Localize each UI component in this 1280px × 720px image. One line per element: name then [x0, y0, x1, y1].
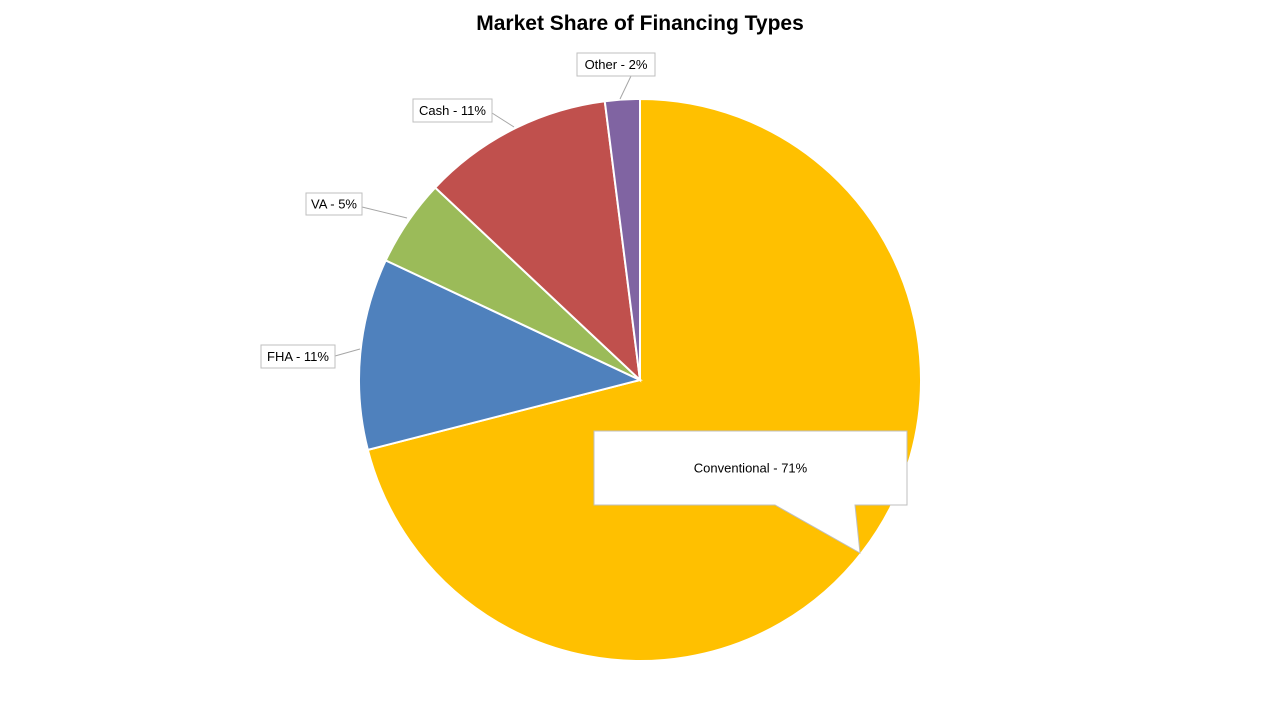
data-label-conventional: Conventional - 71% — [593, 430, 908, 554]
pie-slice-conventional — [366, 97, 922, 662]
data-label-cash: Cash - 11% — [412, 98, 515, 128]
pie-slices — [358, 97, 922, 662]
data-label-text-other: Other - 2% — [585, 57, 648, 72]
data-label-box-other — [576, 52, 656, 77]
data-label-fha: FHA - 11% — [260, 344, 361, 369]
leader-line-other — [619, 75, 632, 100]
data-label-text-conventional: Conventional - 71% — [694, 460, 808, 475]
data-label-box-fha — [260, 344, 336, 369]
chart-title: Market Share of Financing Types — [476, 12, 804, 35]
pie-labels: Conventional - 71% FHA - 11% VA - 5% Cash -… — [260, 52, 908, 554]
leader-line-fha — [334, 348, 361, 357]
leader-line-cash — [491, 112, 515, 128]
data-label-text-fha: FHA - 11% — [267, 349, 329, 364]
data-label-box-cash — [412, 98, 493, 123]
data-label-text-va: VA - 5% — [311, 196, 357, 211]
data-label-text-cash: Cash - 11% — [419, 103, 486, 118]
leader-line-va — [361, 206, 408, 219]
pie-slice-fha — [358, 259, 643, 452]
pie-slice-other — [603, 97, 641, 381]
data-label-box-conventional — [593, 430, 908, 554]
data-label-other: Other - 2% — [576, 52, 656, 100]
data-label-box-va — [305, 192, 363, 216]
pie-slice-cash — [433, 100, 642, 383]
data-label-va: VA - 5% — [305, 192, 408, 219]
